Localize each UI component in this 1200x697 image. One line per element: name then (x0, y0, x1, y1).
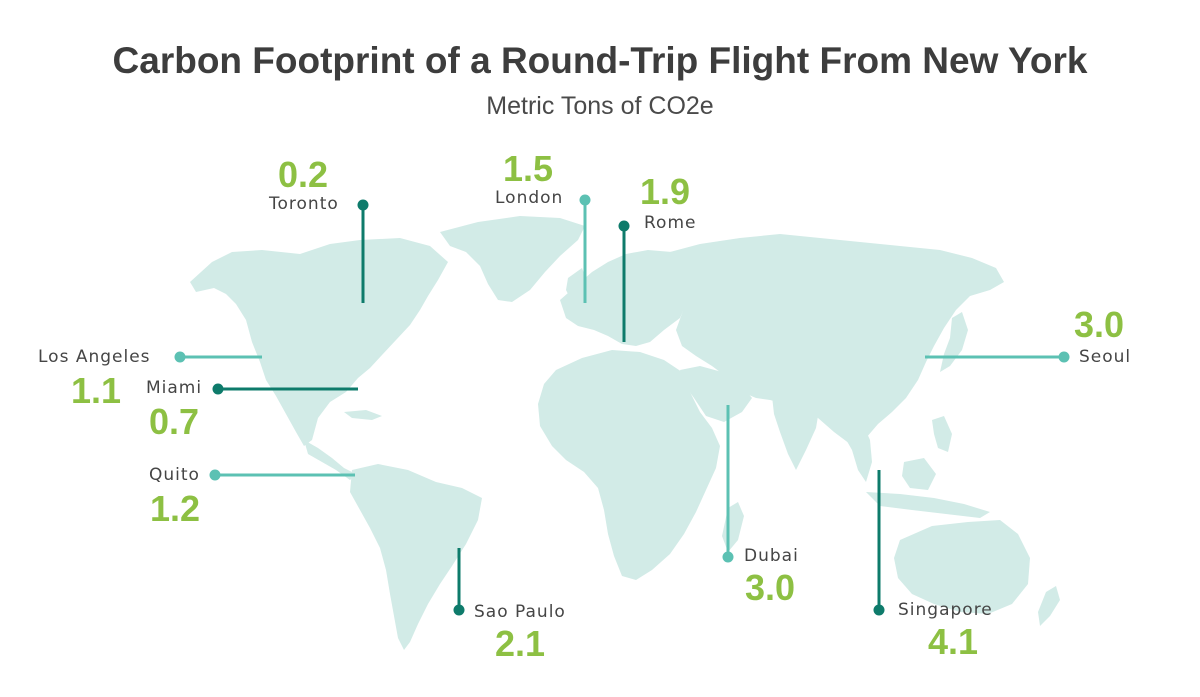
marker-dot-toronto (357, 199, 369, 211)
connector-layer (174, 194, 1070, 616)
southeast-asia-shape (840, 418, 872, 482)
city-name-los-angeles: Los Angeles (38, 347, 151, 367)
marker-dot-los-angeles (174, 351, 186, 363)
new-zealand-shape (1038, 586, 1060, 626)
madagascar-shape (722, 502, 744, 552)
city-name-quito: Quito (149, 465, 200, 485)
city-value-miami: 0.7 (149, 401, 200, 442)
australia-shape (894, 520, 1030, 614)
caribbean-shape (344, 410, 382, 420)
city-name-singapore: Singapore (898, 600, 993, 620)
city-name-sao-paulo: Sao Paulo (474, 602, 566, 622)
india-shape (772, 392, 820, 470)
uk-shape (566, 268, 588, 302)
city-name-dubai: Dubai (744, 546, 799, 566)
city-name-london: London (495, 188, 564, 208)
city-value-dubai: 3.0 (745, 567, 796, 608)
marker-dot-dubai (722, 551, 734, 563)
city-name-miami: Miami (146, 378, 203, 398)
city-name-seoul: Seoul (1079, 347, 1132, 367)
marker-dot-london (579, 194, 591, 206)
greenland-shape (440, 216, 585, 302)
city-value-london: 1.5 (503, 148, 554, 189)
city-value-rome: 1.9 (640, 171, 691, 212)
marker-dot-rome (618, 220, 630, 232)
city-value-toronto: 0.2 (278, 154, 329, 195)
europe-shape (560, 250, 696, 346)
city-value-sao-paulo: 2.1 (495, 623, 546, 664)
marker-dot-quito (209, 469, 221, 481)
africa-shape (538, 350, 720, 580)
chart-title: Carbon Footprint of a Round-Trip Flight … (112, 40, 1088, 81)
marker-dot-singapore (873, 604, 885, 616)
city-name-toronto: Toronto (269, 194, 339, 214)
city-value-los-angeles: 1.1 (71, 370, 122, 411)
city-value-quito: 1.2 (150, 488, 201, 529)
city-name-rome: Rome (644, 213, 697, 233)
asia-shape (670, 234, 1004, 444)
marker-dot-miami (212, 383, 224, 395)
marker-dot-seoul (1058, 351, 1070, 363)
city-value-seoul: 3.0 (1074, 304, 1125, 345)
indonesia-shape (866, 492, 990, 518)
central-america-shape (304, 440, 356, 480)
chart-subtitle: Metric Tons of CO2e (486, 92, 714, 120)
philippines-shape (932, 416, 952, 452)
arabia-shape (680, 366, 752, 422)
borneo-shape (902, 458, 936, 490)
south-america-shape (350, 464, 482, 650)
marker-dot-sao-paulo (453, 604, 465, 616)
city-value-singapore: 4.1 (928, 621, 979, 662)
north-america-shape (190, 238, 448, 446)
